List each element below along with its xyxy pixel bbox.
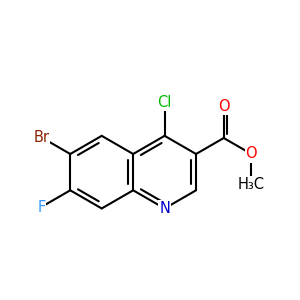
Text: O: O bbox=[246, 146, 257, 161]
Text: Br: Br bbox=[33, 130, 49, 145]
Text: F: F bbox=[37, 200, 46, 214]
Text: O: O bbox=[218, 99, 230, 114]
Text: H₃C: H₃C bbox=[238, 177, 265, 192]
Text: Cl: Cl bbox=[158, 95, 172, 110]
Text: N: N bbox=[159, 201, 170, 216]
